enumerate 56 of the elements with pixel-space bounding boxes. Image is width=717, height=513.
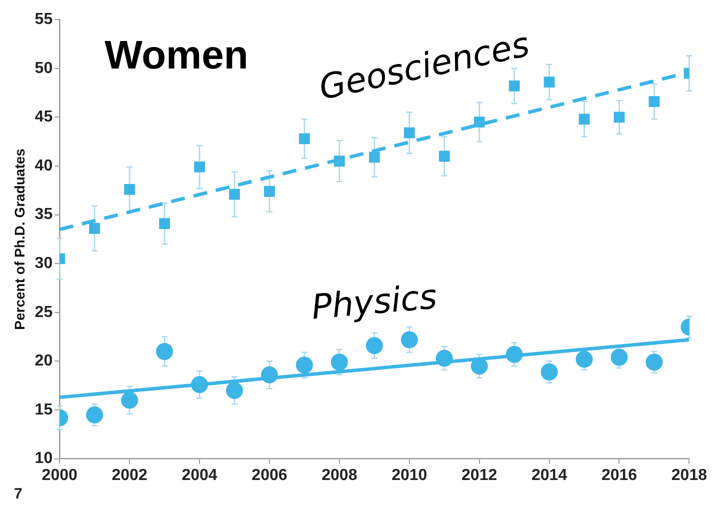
- point: [366, 337, 383, 354]
- point: [298, 133, 310, 144]
- x-tick-label: 2002: [112, 466, 148, 484]
- point: [506, 346, 523, 363]
- point: [156, 342, 174, 360]
- point: [296, 356, 313, 374]
- y-tick-label: 55: [34, 11, 53, 28]
- point: [540, 363, 558, 380]
- point: [89, 223, 100, 234]
- point: [576, 350, 593, 368]
- point: [474, 116, 485, 128]
- point: [578, 114, 590, 125]
- x-tick-label: 2006: [252, 466, 288, 484]
- y-tick-label: 45: [34, 108, 53, 126]
- point: [368, 152, 380, 163]
- x-tick-label: 2012: [462, 466, 498, 484]
- point: [436, 350, 453, 367]
- point: [159, 218, 170, 230]
- y-tick-label: 15: [34, 401, 53, 418]
- point: [614, 112, 625, 123]
- chart-title: Women: [104, 34, 248, 78]
- point: [544, 76, 555, 88]
- y-tick-label: 30: [34, 255, 53, 272]
- text: 7: [14, 486, 22, 503]
- point: [646, 354, 663, 371]
- point: [121, 392, 138, 409]
- point: [648, 96, 660, 108]
- x-tick-label: 2010: [392, 466, 428, 484]
- series-label: Physics: [310, 277, 439, 328]
- point: [229, 188, 240, 200]
- y-axis-title: Percent of Ph.D. Graduates: [11, 148, 28, 330]
- y-tick-label: 40: [34, 157, 53, 174]
- y-tick-label: 25: [34, 304, 53, 321]
- x-tick-label: 2014: [531, 466, 568, 484]
- x-tick-label: 2000: [42, 466, 78, 484]
- x-tick-label: 2004: [182, 466, 218, 484]
- point: [404, 127, 415, 138]
- point: [124, 184, 136, 195]
- point: [334, 156, 345, 167]
- point: [194, 162, 205, 172]
- y-tick-label: 50: [34, 60, 53, 77]
- y-tick-label: 35: [34, 206, 53, 224]
- point: [226, 382, 243, 399]
- point: [610, 348, 628, 366]
- point: [264, 186, 275, 197]
- point: [400, 331, 418, 348]
- y-tick-label: 20: [34, 352, 53, 370]
- point: [260, 366, 278, 384]
- x-tick-label: 2018: [671, 466, 708, 484]
- point: [330, 354, 348, 371]
- point: [438, 150, 450, 162]
- y-tick-label: 10: [34, 450, 53, 468]
- x-tick-label: 2016: [601, 466, 638, 484]
- x-tick-label: 2008: [322, 466, 358, 484]
- point: [86, 406, 104, 424]
- point: [191, 376, 208, 394]
